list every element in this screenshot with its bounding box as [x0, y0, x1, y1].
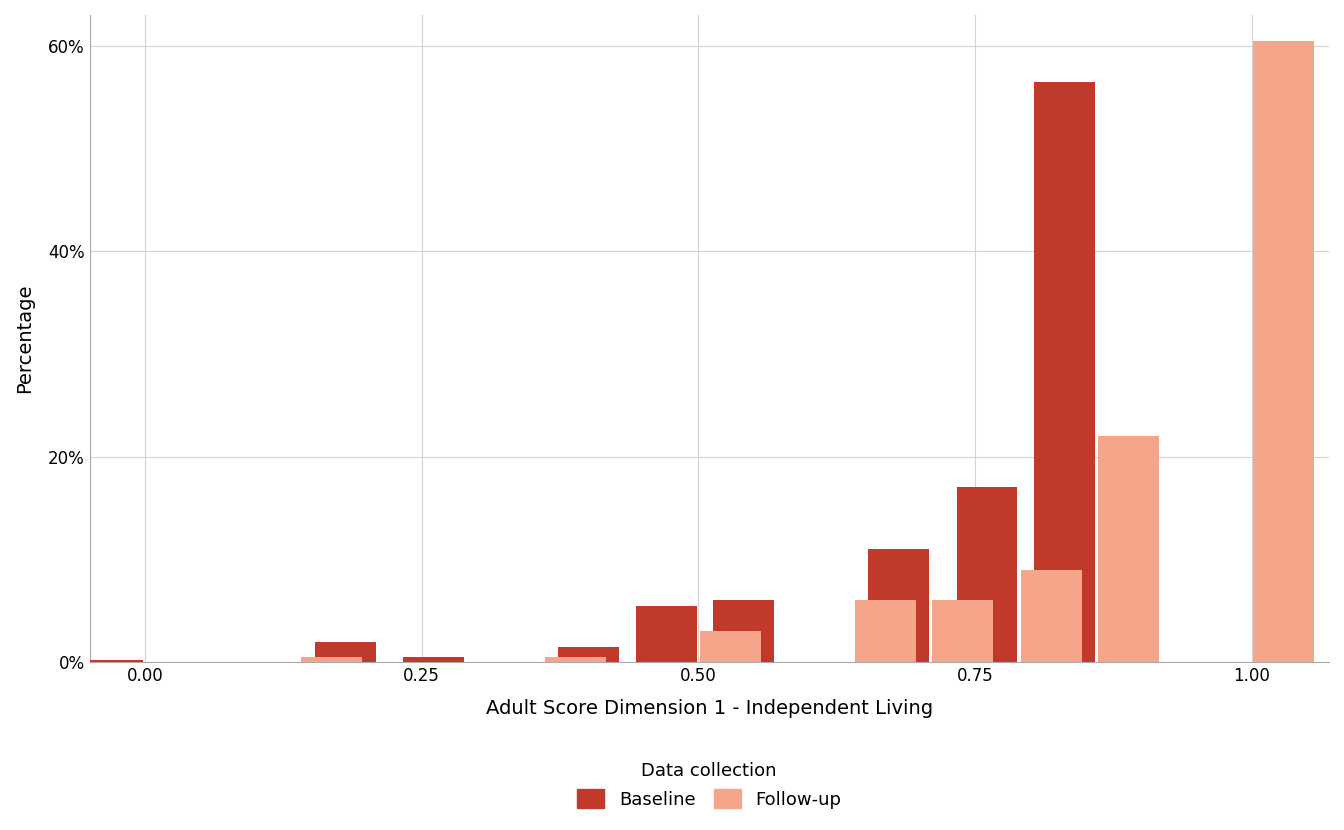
Bar — [82, 660, 144, 662]
Bar — [855, 600, 915, 662]
Bar — [314, 642, 375, 662]
Bar — [636, 606, 696, 662]
Bar — [957, 487, 1017, 662]
Bar — [933, 600, 993, 662]
Bar — [1253, 41, 1314, 662]
Bar — [558, 647, 620, 662]
Bar — [700, 632, 761, 662]
Y-axis label: Percentage: Percentage — [15, 284, 34, 393]
Bar — [868, 549, 929, 662]
Bar — [1098, 436, 1159, 662]
Bar — [403, 657, 464, 662]
Bar — [714, 600, 774, 662]
Bar — [301, 657, 363, 662]
Bar — [544, 657, 606, 662]
X-axis label: Adult Score Dimension 1 - Independent Living: Adult Score Dimension 1 - Independent Li… — [485, 699, 933, 718]
Bar — [1034, 82, 1095, 662]
Legend: Baseline, Follow-up: Baseline, Follow-up — [570, 755, 848, 816]
Bar — [1021, 569, 1082, 662]
